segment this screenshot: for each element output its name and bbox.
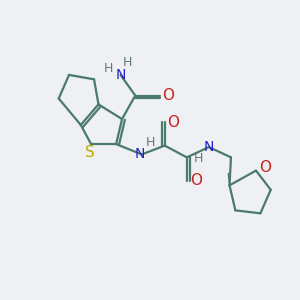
Text: H: H <box>194 152 203 165</box>
Text: N: N <box>135 147 146 161</box>
Text: N: N <box>204 140 214 154</box>
Text: O: O <box>190 173 202 188</box>
Text: S: S <box>85 145 94 160</box>
Text: O: O <box>168 115 180 130</box>
Text: H: H <box>103 62 113 75</box>
Text: H: H <box>123 56 133 69</box>
Text: O: O <box>163 88 175 103</box>
Text: O: O <box>259 160 271 175</box>
Text: H: H <box>146 136 155 149</box>
Text: N: N <box>116 68 126 82</box>
